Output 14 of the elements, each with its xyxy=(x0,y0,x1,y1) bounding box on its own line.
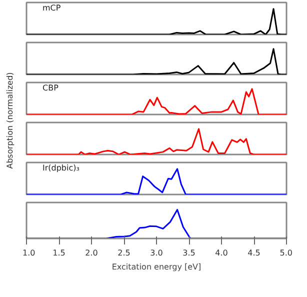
x-tick-label: 4.0 xyxy=(215,248,228,258)
x-axis-title: Excitation energy [eV] xyxy=(112,262,202,272)
chart-title: mCP xyxy=(42,4,61,12)
x-tick-label: 1.5 xyxy=(52,248,66,258)
x-tick-label: 2.5 xyxy=(118,248,130,258)
x-tick-label: 5.0 xyxy=(280,248,293,258)
y-axis-title: Absorption (normalized) xyxy=(6,72,14,169)
x-tick-label: 3.0 xyxy=(150,248,163,258)
x-tick-label: 1.0 xyxy=(22,248,36,258)
chart-title: CBP xyxy=(42,84,59,92)
x-tick-label: 4.5 xyxy=(248,248,260,258)
x-tick-label: 3.5 xyxy=(182,248,196,258)
chart-title: Ir(dpbic)₃ xyxy=(42,164,80,172)
x-tick-label: 2.0 xyxy=(85,248,98,258)
